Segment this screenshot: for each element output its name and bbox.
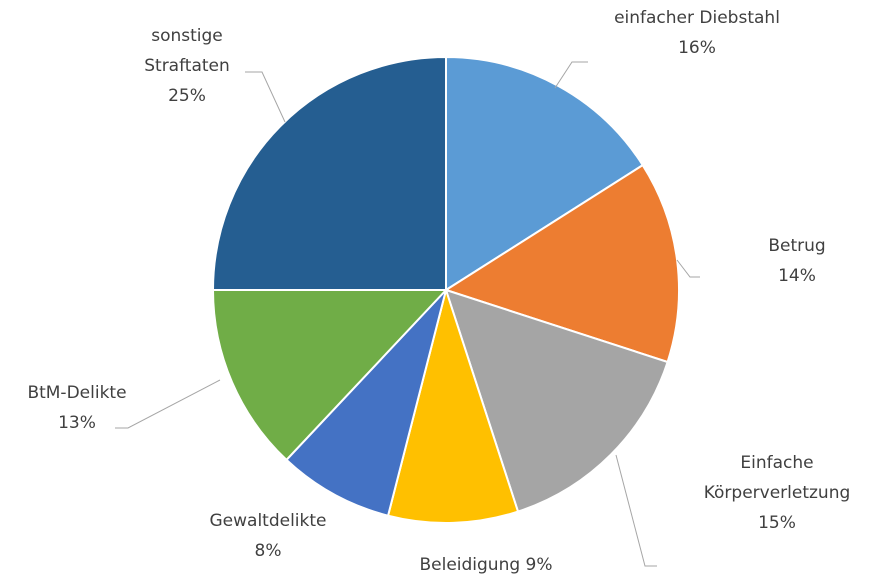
value-label: 8% [254,541,282,561]
leader-line [554,61,588,89]
value-label: 14% [778,266,816,286]
category-label: Beleidigung [419,555,521,575]
slice-label: einfacher Diebstahl 16% [567,3,827,63]
pie-slice [211,289,449,462]
slice-label: sonstige Straftaten 25% [117,21,257,111]
slice-label: Beleidigung 9% [386,550,586,579]
value-label: 9% [525,555,553,575]
value-label: 15% [758,513,796,533]
pie-slice [285,289,447,517]
leader-line [615,454,657,567]
category-label: Betrug [768,236,826,256]
slice-label: Einfache Körperverletzung 15% [677,448,869,538]
leader-line [115,379,221,429]
value-label: 13% [58,413,96,433]
value-label: 16% [678,38,716,58]
slice-label: Gewaltdelikte 8% [188,506,348,566]
slice-label: Betrug 14% [737,231,857,291]
slice-label: BtM-Delikte 13% [7,378,147,438]
pie-slice [386,286,520,524]
pie-slice [211,55,447,291]
leader-line [245,71,286,123]
category-label: Einfache Körperverletzung [703,453,851,503]
pie-slice [445,55,645,292]
category-label: Gewaltdelikte [209,511,327,531]
category-label: einfacher Diebstahl [614,8,780,28]
category-label: BtM-Delikte [27,383,127,403]
category-label: sonstige Straftaten [144,26,230,76]
leader-line [676,259,700,278]
pie-slice [444,288,669,513]
value-label: 25% [168,86,206,106]
